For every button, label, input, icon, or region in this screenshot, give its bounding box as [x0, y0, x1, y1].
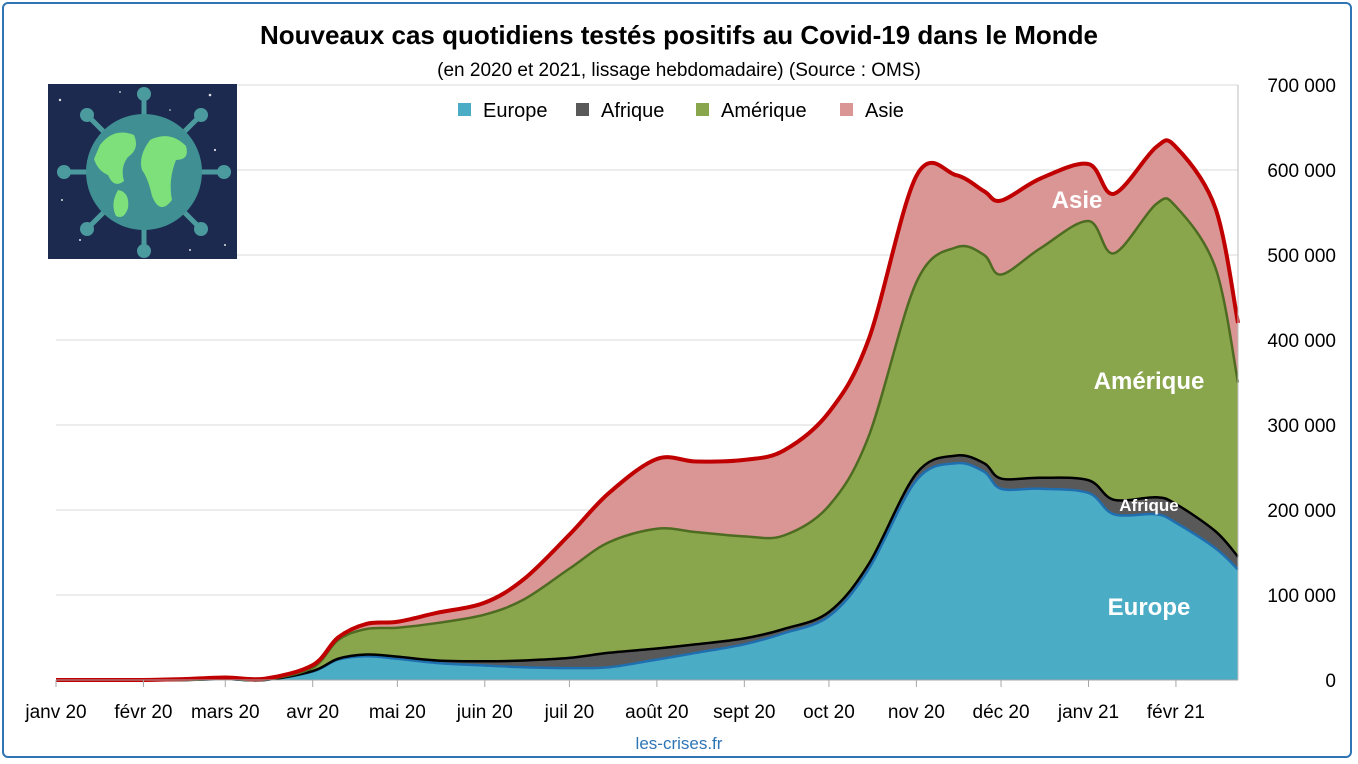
x-tick-label: sept 20 — [713, 702, 775, 723]
x-tick-label: juin 20 — [456, 702, 513, 723]
x-tick-label: janv 21 — [1057, 702, 1119, 723]
legend-swatch-amérique — [696, 103, 709, 116]
globe-virus-illustration — [48, 84, 237, 259]
area-labels: Asie Amérique Afrique Europe — [1052, 187, 1205, 621]
x-axis: janv 20 févr 20 mars 20 avr 20 mai 20 juin 20… — [24, 679, 1238, 723]
legend-label-afrique: Afrique — [601, 100, 664, 122]
area-label-europe: Europe — [1108, 594, 1191, 621]
x-tick-label: avr 20 — [286, 702, 339, 723]
x-tick-label: nov 20 — [888, 702, 945, 723]
area-label-amérique: Amérique — [1094, 368, 1205, 395]
source-credit: les-crises.fr — [636, 734, 723, 753]
y-tick-label: 200 000 — [1267, 501, 1336, 522]
legend-swatch-afrique — [576, 103, 589, 116]
y-tick-label: 500 000 — [1267, 246, 1336, 267]
x-tick-label: déc 20 — [973, 702, 1030, 723]
y-tick-label: 0 — [1325, 671, 1336, 692]
y-tick-label: 700 000 — [1267, 76, 1336, 97]
area-asie — [56, 140, 1238, 681]
y-tick-label: 600 000 — [1267, 161, 1336, 182]
legend-label-amérique: Amérique — [721, 100, 807, 122]
legend-swatch-asie — [840, 103, 853, 116]
y-tick-label: 400 000 — [1267, 331, 1336, 352]
y-tick-label: 100 000 — [1267, 586, 1336, 607]
x-tick-label: févr 20 — [114, 702, 172, 723]
y-axis: 0 100 000 200 000 300 000 400 000 500 000 600 … — [1237, 76, 1336, 692]
x-tick-label: janv 20 — [24, 702, 86, 723]
area-label-afrique: Afrique — [1119, 496, 1179, 515]
area-europe — [56, 463, 1238, 681]
x-tick-label: févr 21 — [1147, 702, 1205, 723]
area-amérique — [56, 198, 1238, 681]
x-tick-label: oct 20 — [803, 702, 855, 723]
legend-label-asie: Asie — [865, 100, 904, 122]
legend-label-europe: Europe — [483, 100, 548, 122]
y-tick-label: 300 000 — [1267, 416, 1336, 437]
x-tick-label: juil 20 — [544, 702, 595, 723]
legend-swatch-europe — [458, 103, 471, 116]
chart-title: Nouveaux cas quotidiens testés positifs … — [260, 20, 1098, 50]
legend: Europe Afrique Amérique Asie — [458, 100, 904, 122]
x-tick-label: août 20 — [625, 702, 688, 723]
area-label-asie: Asie — [1052, 187, 1103, 214]
x-tick-label: mai 20 — [369, 702, 426, 723]
series-line-asie — [56, 138, 1240, 683]
chart-subtitle: (en 2020 et 2021, lissage hebdomadaire) … — [437, 60, 921, 81]
stacked-areas — [56, 138, 1240, 683]
x-tick-label: mars 20 — [191, 702, 260, 723]
